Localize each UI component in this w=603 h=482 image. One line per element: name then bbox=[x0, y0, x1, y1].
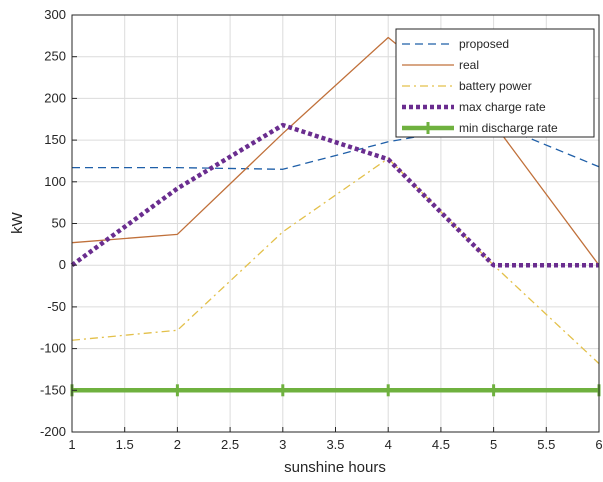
y-tick-label: -150 bbox=[40, 382, 66, 397]
y-tick-label: 300 bbox=[44, 7, 66, 22]
axis-ticks: 1 1.5 2 2.5 3 3.5 4 4.5 5 5.5 6 -200 -150 -100 -50 0 50 1… bbox=[40, 7, 603, 452]
x-tick-label: 5 bbox=[490, 437, 497, 452]
series-line-real bbox=[71, 36, 600, 266]
y-tick-label: 150 bbox=[44, 132, 66, 147]
legend-label-battery-power: battery power bbox=[459, 79, 532, 93]
series-line-battery-power bbox=[71, 157, 600, 365]
y-tick-label: 100 bbox=[44, 174, 66, 189]
x-tick-label: 1 bbox=[68, 437, 75, 452]
legend-label-proposed: proposed bbox=[459, 37, 509, 51]
y-tick-label: -100 bbox=[40, 341, 66, 356]
y-tick-label: 250 bbox=[44, 49, 66, 64]
x-tick-label: 4.5 bbox=[432, 437, 450, 452]
legend-label-min-discharge-rate: min discharge rate bbox=[459, 121, 558, 135]
y-tick-label: 0 bbox=[59, 257, 66, 272]
x-axis-label: sunshine hours bbox=[284, 459, 386, 476]
y-tick-label: 200 bbox=[44, 90, 66, 105]
y-tick-label: -200 bbox=[40, 424, 66, 439]
x-tick-label: 3 bbox=[279, 437, 286, 452]
legend-label-real: real bbox=[459, 58, 479, 72]
y-axis-label: kW bbox=[9, 211, 26, 234]
x-tick-label: 3.5 bbox=[326, 437, 344, 452]
x-tick-label: 2.5 bbox=[221, 437, 239, 452]
legend-label-max-charge-rate: max charge rate bbox=[459, 100, 546, 114]
y-tick-label: 50 bbox=[52, 216, 66, 231]
x-tick-label: 5.5 bbox=[537, 437, 555, 452]
x-tick-label: 4 bbox=[385, 437, 392, 452]
legend-box bbox=[395, 28, 595, 138]
x-tick-label: 6 bbox=[595, 437, 602, 452]
legend: proposed real battery power max charge rate… bbox=[395, 28, 595, 138]
x-tick-label: 2 bbox=[174, 437, 181, 452]
x-tick-label: 1.5 bbox=[116, 437, 134, 452]
series-line-max-charge-rate bbox=[70, 122, 599, 268]
y-tick-label: -50 bbox=[47, 299, 66, 314]
